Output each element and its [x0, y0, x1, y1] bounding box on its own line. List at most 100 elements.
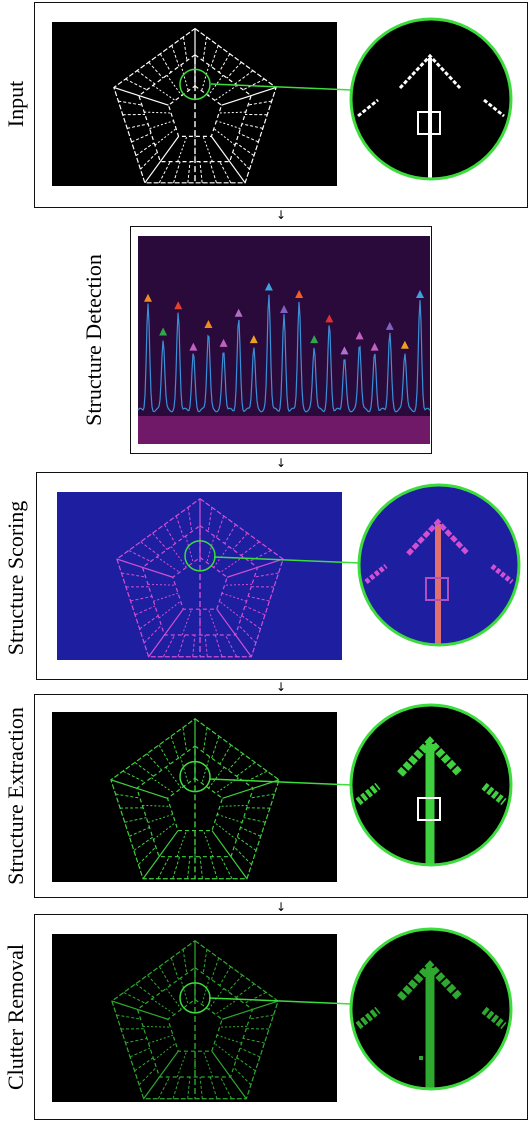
wall-segment	[214, 822, 237, 841]
wall-segment	[182, 727, 188, 753]
wall-segment	[115, 793, 141, 799]
wall-segment	[134, 605, 156, 616]
wall-segment	[209, 1076, 218, 1099]
wall-segment	[138, 1066, 157, 1086]
highlight-circle	[184, 540, 216, 572]
wall-segment	[124, 817, 147, 823]
wall-segment	[153, 1042, 176, 1061]
zoom-edge-left	[355, 782, 381, 806]
corridor-line	[113, 86, 169, 106]
wall-segment	[128, 550, 151, 562]
peak-marker	[159, 327, 168, 336]
wall-segment	[216, 120, 241, 130]
corridor-line	[116, 558, 174, 578]
wall-segment	[234, 70, 254, 85]
wall-segment	[219, 744, 232, 765]
wall-segment	[125, 1037, 148, 1044]
wall-segment	[187, 1076, 191, 1099]
wall-segment	[199, 1076, 203, 1099]
arrow-4: ↓	[275, 900, 287, 914]
wall-segment	[243, 817, 266, 823]
wall-segment	[122, 770, 146, 783]
wall-segment	[166, 74, 183, 96]
peak-marker	[174, 301, 183, 310]
wall-segment	[170, 957, 180, 980]
wall-segment	[144, 111, 172, 114]
wall-segment	[214, 634, 223, 657]
zoom-edge-right	[483, 98, 505, 118]
wall-segment	[235, 983, 255, 998]
wall-segment	[233, 846, 252, 865]
corridor-line	[142, 830, 179, 880]
wall-segment	[127, 123, 149, 129]
corridor-line	[111, 1000, 169, 1020]
wall-segment	[158, 744, 171, 765]
wall-segment	[187, 856, 191, 879]
wall-segment	[129, 1047, 151, 1058]
wall-segment	[165, 766, 182, 789]
peak-marker	[280, 305, 288, 313]
wall-segment	[239, 1047, 261, 1058]
wall-segment	[219, 1025, 248, 1028]
wall-segment	[123, 992, 146, 1004]
corridor-line	[221, 86, 277, 106]
wall-segment	[208, 766, 225, 789]
removal-image	[52, 934, 337, 1102]
wall-segment	[157, 1076, 171, 1099]
wall-segment	[143, 624, 162, 644]
wall-segment	[224, 634, 238, 657]
arrow-1: ↓	[275, 208, 287, 222]
connector-line	[208, 997, 353, 1005]
connector-line	[213, 556, 361, 564]
zoom-clutter-box	[425, 577, 449, 601]
wall-segment	[227, 753, 244, 771]
wall-segment	[151, 777, 175, 794]
wall-segment	[139, 615, 159, 630]
wall-segment	[130, 595, 153, 602]
spectrum-line	[137, 294, 431, 413]
wall-segment	[135, 142, 155, 156]
wall-segment	[201, 64, 210, 91]
wall-segment	[181, 609, 193, 636]
wall-segment	[146, 753, 163, 771]
wall-segment	[152, 84, 176, 101]
wall-segment	[116, 1014, 141, 1020]
wall-segment	[148, 61, 164, 79]
wall-segment	[207, 609, 219, 636]
zoom-arrowhead	[397, 736, 463, 777]
wall-segment	[158, 600, 181, 619]
wall-segment	[237, 836, 257, 851]
wall-segment	[219, 600, 242, 619]
wall-segment	[214, 84, 238, 101]
wall-segment	[207, 74, 224, 96]
arrow-2: ↓	[275, 456, 287, 470]
wall-segment	[242, 1037, 265, 1044]
zoom-ring	[357, 483, 521, 647]
wall-segment	[241, 615, 261, 630]
wall-segment	[211, 736, 220, 759]
wall-segment	[236, 1057, 256, 1072]
wall-segment	[219, 1076, 233, 1099]
wall-segment	[220, 556, 244, 573]
zoom-edge-left	[357, 98, 379, 118]
wall-segment	[176, 830, 187, 857]
wall-segment	[151, 998, 175, 1015]
pentagon-ring	[113, 27, 277, 184]
wall-segment	[247, 595, 270, 602]
wall-segment	[170, 736, 179, 759]
wall-segment	[221, 592, 247, 602]
arrow-3: ↓	[275, 680, 287, 694]
wall-segment	[209, 161, 217, 183]
wall-segment	[148, 1034, 174, 1044]
wall-segment	[219, 161, 232, 184]
wall-segment	[226, 61, 242, 79]
wall-segment	[177, 634, 186, 657]
wall-segment	[121, 572, 146, 578]
peak-marker	[400, 340, 409, 349]
wall-segment	[235, 142, 255, 156]
wall-segment	[152, 532, 168, 550]
corridor-line	[148, 608, 184, 658]
wall-segment	[192, 634, 196, 657]
wall-segment	[233, 1066, 252, 1086]
